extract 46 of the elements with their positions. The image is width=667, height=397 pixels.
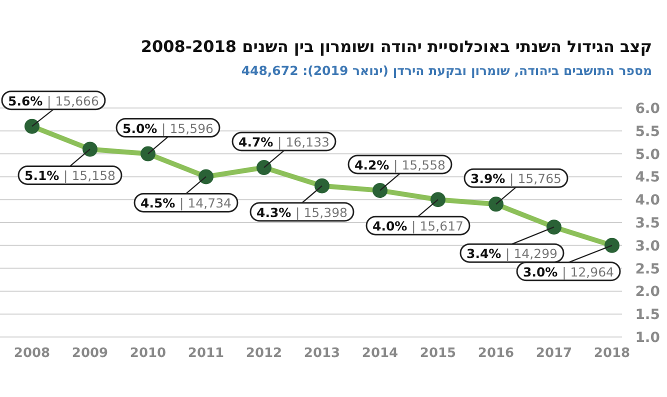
x-tick-label: 2018	[594, 346, 630, 361]
point	[24, 118, 40, 134]
data-label: 3.0% | 12,964	[523, 264, 614, 280]
y-tick-label: 5.5	[635, 124, 660, 140]
x-tick-label: 2011	[188, 346, 224, 361]
y-tick-label: 4.5	[635, 170, 660, 186]
point	[372, 182, 388, 198]
chart-title: קצב הגידול השנתי באוכלוסיית יהודה ושומרון בין השנים 2008-2018	[140, 37, 652, 56]
data-label: 5.6% | 15,666	[8, 93, 99, 108]
point	[314, 178, 330, 194]
data-label: 4.2% | 15,558	[354, 157, 446, 172]
point	[604, 238, 620, 253]
y-tick-label: 1.0	[635, 330, 660, 346]
y-tick-label: 2.5	[635, 261, 660, 278]
data-label: 4.5% | 14,734	[140, 196, 232, 211]
data-label: 4.0% | 15,617	[372, 218, 464, 234]
y-tick-label: 3.0	[635, 238, 660, 254]
y-tick-label: 5.0	[635, 146, 660, 163]
x-tick-label: 2014	[362, 346, 398, 361]
point	[488, 196, 504, 212]
point	[256, 160, 272, 176]
point	[430, 192, 446, 208]
chart-subtitle: מספר התושבים ביהודה, שומרון ובקעת הירדן (ינואר 2019): 448,672	[241, 63, 652, 78]
x-tick-label: 2012	[246, 346, 282, 361]
x-tick-label: 2010	[130, 346, 166, 361]
point	[546, 220, 562, 235]
x-tick-label: 2016	[478, 346, 514, 361]
x-tick-label: 2017	[536, 346, 572, 361]
data-label: 5.1% | 15,158	[24, 168, 116, 184]
y-tick-label: 6.0	[635, 101, 660, 117]
data-label: 3.9% | 15,765	[470, 171, 562, 186]
x-tick-label: 2009	[72, 346, 108, 361]
x-tick-label: 2015	[420, 346, 456, 361]
point	[198, 169, 214, 184]
point	[140, 146, 156, 162]
data-label: 4.3% | 15,398	[256, 204, 348, 220]
x-tick-label: 2008	[14, 346, 50, 361]
data-label: 3.4% | 14,299	[466, 246, 558, 262]
x-tick-label: 2013	[304, 346, 340, 361]
point	[82, 142, 98, 157]
y-tick-label: 1.5	[635, 307, 660, 324]
y-tick-label: 3.5	[635, 216, 660, 232]
y-tick-label: 4.0	[635, 192, 660, 209]
y-tick-label: 2.0	[635, 284, 660, 300]
data-label: 5.0% | 15,596	[122, 120, 214, 136]
data-label: 4.7% | 16,133	[238, 134, 330, 150]
